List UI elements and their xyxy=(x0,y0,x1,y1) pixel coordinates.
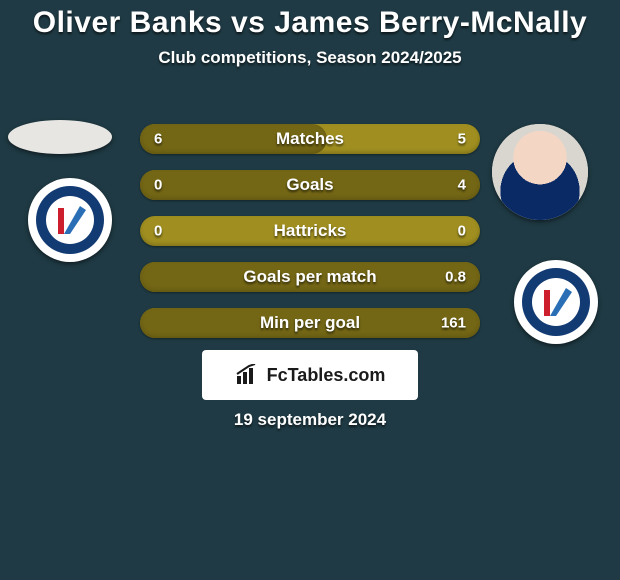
player2-face xyxy=(492,124,588,220)
watermark-text: FcTables.com xyxy=(267,365,386,386)
stat-label: Goals xyxy=(286,175,333,195)
comparison-date: 19 september 2024 xyxy=(234,410,386,430)
stat-row-hattricks: 0 Hattricks 0 xyxy=(140,216,480,246)
stat-left-value: 6 xyxy=(154,131,162,148)
comparison-title: Oliver Banks vs James Berry-McNally xyxy=(0,0,620,40)
player2-avatar xyxy=(492,124,588,220)
stat-label: Hattricks xyxy=(274,221,347,241)
stat-right-value: 161 xyxy=(441,315,466,332)
player2-club-badge xyxy=(514,260,598,344)
stat-row-goals-per-match: Goals per match 0.8 xyxy=(140,262,480,292)
stat-right-value: 0 xyxy=(458,223,466,240)
stat-label: Matches xyxy=(276,129,344,149)
stat-right-value: 4 xyxy=(458,177,466,194)
watermark-badge: FcTables.com xyxy=(202,350,418,400)
stat-left-value: 0 xyxy=(154,177,162,194)
stat-label: Min per goal xyxy=(260,313,360,333)
stat-label: Goals per match xyxy=(243,267,376,287)
stat-row-goals: 0 Goals 4 xyxy=(140,170,480,200)
comparison-subtitle: Club competitions, Season 2024/2025 xyxy=(0,48,620,68)
player1-club-badge xyxy=(28,178,112,262)
club-crest-icon xyxy=(520,266,592,338)
player1-avatar xyxy=(8,120,112,154)
stat-right-value: 5 xyxy=(458,131,466,148)
club-crest-icon xyxy=(34,184,106,256)
stats-container: 6 Matches 5 0 Goals 4 0 Hattricks 0 Goal… xyxy=(140,124,480,354)
stat-row-matches: 6 Matches 5 xyxy=(140,124,480,154)
stat-left-value: 0 xyxy=(154,223,162,240)
bar-chart-icon xyxy=(235,364,261,386)
stat-row-min-per-goal: Min per goal 161 xyxy=(140,308,480,338)
stat-right-value: 0.8 xyxy=(445,269,466,286)
